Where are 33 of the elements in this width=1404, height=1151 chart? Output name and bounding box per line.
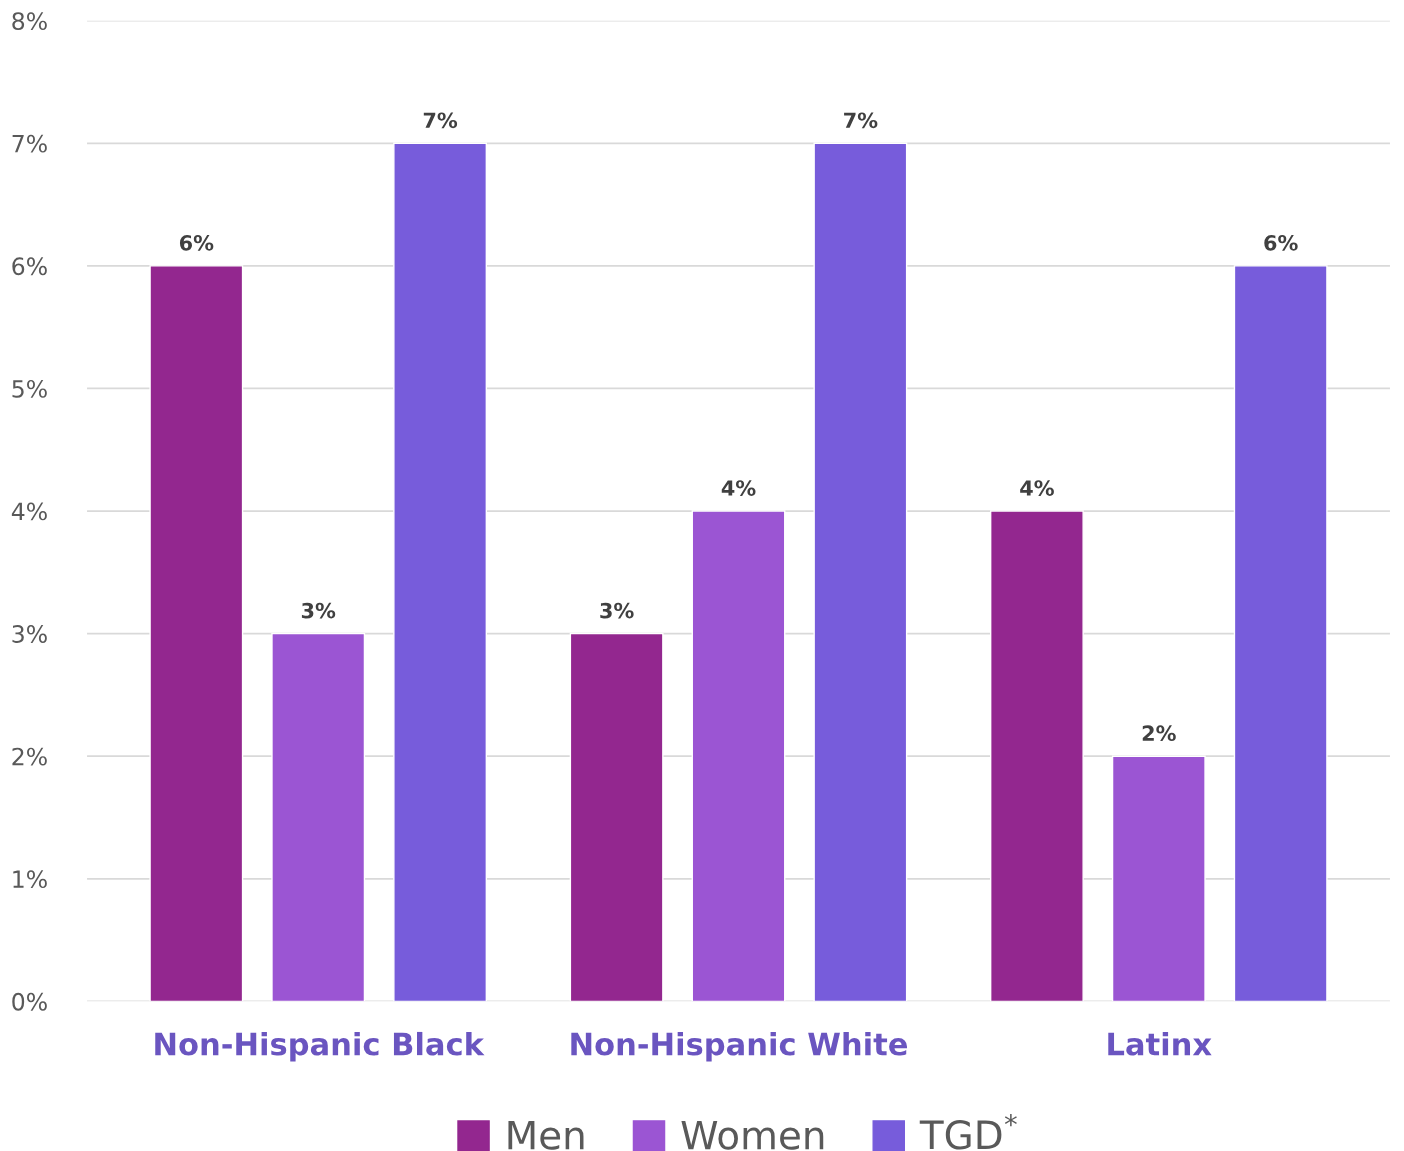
data-label: 3%	[600, 602, 634, 619]
y-tick-label: 3%	[12, 625, 47, 643]
bar	[989, 510, 1084, 1002]
bar	[569, 632, 664, 1002]
y-tick-label: 5%	[12, 379, 47, 398]
y-tick-label: 2%	[12, 747, 47, 766]
data-label: 6%	[179, 234, 214, 251]
y-tick-label: 0%	[12, 992, 47, 1011]
legend-label: Women	[681, 1120, 824, 1150]
y-tick-label: 4%	[11, 502, 47, 521]
data-label: 6%	[1264, 234, 1298, 251]
bar	[271, 632, 366, 1002]
bar	[691, 510, 786, 1002]
bar	[1233, 265, 1328, 1002]
y-tick-label: 7%	[12, 134, 47, 153]
y-tick-label: 8%	[12, 12, 47, 31]
legend-label: Men	[508, 1120, 584, 1150]
data-label: 2%	[1142, 725, 1176, 742]
data-label: 7%	[844, 112, 878, 129]
bar	[149, 265, 244, 1002]
data-label: 4%	[1020, 480, 1054, 496]
bar	[393, 142, 488, 1002]
x-tick-label: Non-Hispanic Black	[155, 1031, 485, 1062]
legend-label: TGD$^{*}$	[919, 1113, 1017, 1150]
y-tick-label: 6%	[12, 257, 47, 276]
y-tick-label: 1%	[13, 870, 47, 889]
data-label: 7%	[423, 112, 458, 129]
data-label: 3%	[301, 602, 336, 619]
bar	[813, 142, 908, 1002]
bar	[1111, 755, 1206, 1002]
x-tick-label: Latinx	[1108, 1031, 1212, 1056]
x-tick-label: Non-Hispanic White	[571, 1031, 908, 1062]
data-label: 4%	[721, 480, 756, 496]
